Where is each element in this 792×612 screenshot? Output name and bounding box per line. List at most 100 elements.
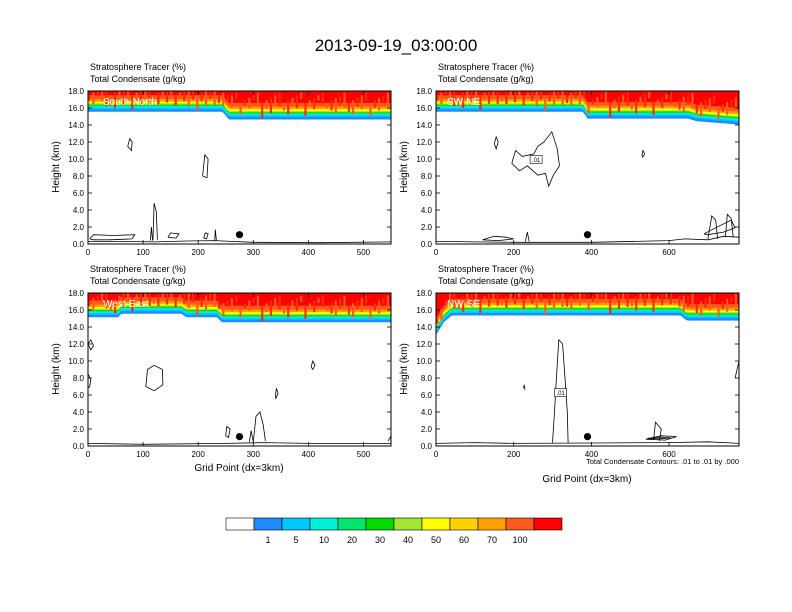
y-tick-label: 10.0 <box>68 357 84 366</box>
colorbar-label: 1 <box>265 535 270 545</box>
tracer-streak <box>291 300 294 309</box>
condensate-contours: .01 <box>436 130 739 243</box>
tracer-streak <box>248 300 251 311</box>
y-tick-label: 4.0 <box>421 408 433 417</box>
region-label: NW-SE <box>447 299 480 310</box>
condensate-contour <box>707 215 718 239</box>
tracer-streak <box>278 295 281 310</box>
tracer-streak <box>243 303 246 309</box>
tracer-streak <box>217 95 221 103</box>
tracer-streak <box>334 97 337 114</box>
x-tick-label: 200 <box>192 450 206 459</box>
tracer-streak <box>626 91 629 106</box>
x-axis-title: Grid Point (dx=3km) <box>194 463 283 474</box>
tracer-streak <box>308 100 311 107</box>
tracer-streak <box>235 295 238 302</box>
tracer-streak <box>496 91 499 104</box>
tracer-streak <box>713 293 716 302</box>
tracer-streak <box>669 293 672 305</box>
tracer-streak <box>114 298 117 314</box>
tracer-streak <box>466 293 469 303</box>
condensate-contours <box>88 338 391 445</box>
y-tick-label: 14.0 <box>68 121 84 130</box>
y-tick-label: 6.0 <box>73 189 85 198</box>
tracer-streak <box>674 102 677 108</box>
y-tick-label: 2.0 <box>73 425 85 434</box>
colorbar-label: 30 <box>375 535 385 545</box>
colorbar-swatch <box>365 517 395 531</box>
tracer-streak <box>656 296 659 303</box>
tracer-streak <box>313 97 316 110</box>
y-tick-label: 18.0 <box>416 87 432 96</box>
tracer-streak <box>539 293 543 302</box>
tracer-streak <box>617 96 620 113</box>
tracer-streak <box>386 92 389 105</box>
tracer-streak <box>378 300 381 314</box>
tracer-streak <box>721 104 724 112</box>
y-axis-title: Height (km) <box>51 141 62 193</box>
tracer-streak <box>565 95 569 103</box>
colorbar-label: 5 <box>293 535 298 545</box>
tracer-streak <box>449 91 452 102</box>
panel-nw-se: Stratosphere Tracer (%) Total Condensate… <box>399 264 740 485</box>
tracer-streak <box>261 102 264 119</box>
tracer-streak <box>118 295 121 305</box>
tracer-streak <box>131 95 134 110</box>
tracer-streak <box>317 298 320 304</box>
tracer-streak <box>682 96 685 113</box>
y-tick-label: 18.0 <box>416 289 432 298</box>
tracer-streak <box>330 303 333 314</box>
tracer-streak <box>600 94 603 100</box>
tracer-streak <box>248 97 251 108</box>
tracer-streak <box>235 92 238 100</box>
tracer-streak <box>708 296 711 311</box>
x-tick-label: 0 <box>86 450 91 459</box>
condensate-contour <box>552 338 569 443</box>
tracer-streak <box>178 92 182 98</box>
y-tick-label: 0.0 <box>73 240 85 249</box>
y-tick-label: 12.0 <box>68 138 84 147</box>
tracer-streak <box>139 91 143 104</box>
tracer-streak <box>518 293 521 299</box>
y-tick-label: 14.0 <box>416 323 432 332</box>
tracer-streak <box>661 293 664 306</box>
tracer-streak <box>330 100 333 111</box>
tracer-streak <box>609 102 612 118</box>
tracer-streak <box>148 91 151 104</box>
tracer-streak <box>639 96 642 105</box>
y-tick-label: 18.0 <box>68 87 84 96</box>
region-label: South-North <box>103 97 157 108</box>
tracer-streak <box>436 318 439 324</box>
tracer-streak <box>639 293 642 302</box>
tracer-streak <box>300 295 303 302</box>
location-marker <box>583 231 592 239</box>
contour-note: Total Condensate Contours: .01 to .01 by… <box>586 457 739 466</box>
tracer-streak <box>513 91 517 103</box>
tracer-streak <box>496 293 499 306</box>
tracer-streak <box>453 293 456 309</box>
tracer-streak <box>191 293 195 302</box>
x-axis-title: Grid Point (dx=3km) <box>542 474 631 485</box>
tracer-streak <box>183 91 186 102</box>
tracer-streak <box>339 95 342 106</box>
tracer-streak <box>574 293 577 301</box>
tracer-streak <box>643 293 646 306</box>
contour-label-box <box>529 155 543 164</box>
tracer-streak <box>708 97 711 112</box>
tracer-streak <box>440 308 443 321</box>
tracer-streak <box>578 293 581 306</box>
tracer-streak <box>704 298 707 308</box>
tracer-streak <box>114 92 117 108</box>
condensate-contour <box>252 411 266 442</box>
plot-frame <box>87 292 392 447</box>
tracer-streak <box>139 293 143 306</box>
tracer-streak <box>604 91 607 103</box>
tracer-streak <box>304 102 307 116</box>
tracer-streak <box>734 293 737 306</box>
tracer-streak <box>360 298 363 313</box>
tracer-streak <box>613 296 616 306</box>
tracer-streak <box>308 303 311 310</box>
tracer-streak <box>243 100 246 106</box>
tracer-streak <box>152 297 156 304</box>
condensate-contour <box>274 388 279 400</box>
